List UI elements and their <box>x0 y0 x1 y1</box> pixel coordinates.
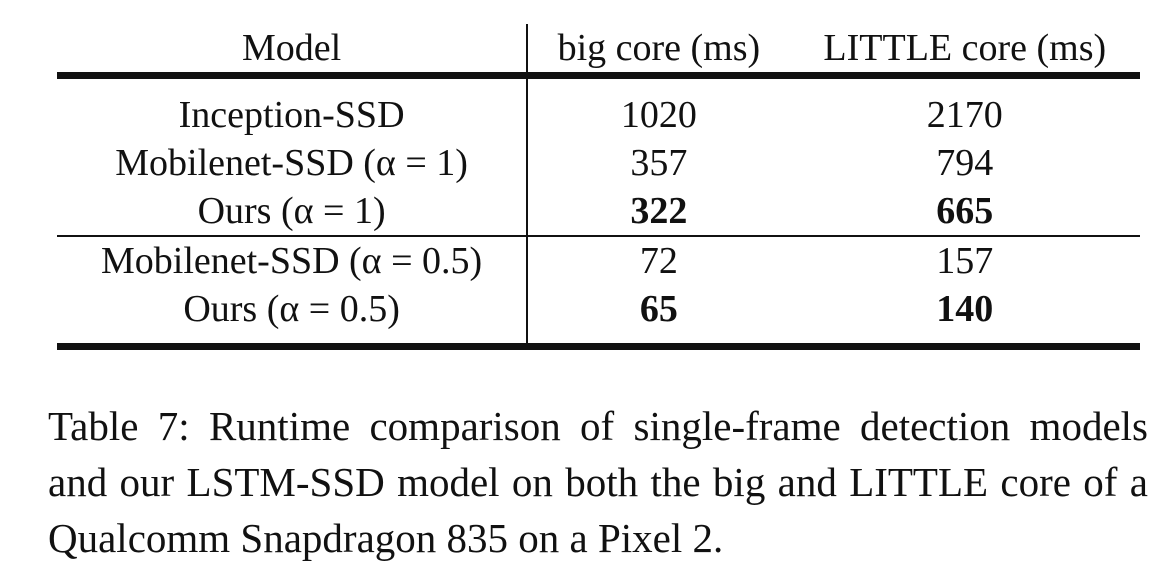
cell-model: Ours (α = 1) <box>57 187 529 236</box>
table-group-alpha-1: Inception-SSD 1020 2170 Mobilenet-SSD (α… <box>57 75 1140 236</box>
table-row: Ours (α = 0.5) 65 140 <box>57 285 1140 347</box>
table-caption: Table 7: Runtime comparison of single-fr… <box>48 403 1148 561</box>
cell-little-core: 665 <box>936 190 994 232</box>
results-table-container: Model big core (ms) LITTLE core (ms) Inc… <box>57 24 1140 350</box>
cell-big-core: 357 <box>630 142 688 184</box>
cell-little-core: 2170 <box>926 94 1003 136</box>
header-little-core: LITTLE core (ms) <box>823 27 1107 69</box>
table-row: Mobilenet-SSD (α = 0.5) 72 157 <box>57 236 1140 285</box>
cell-model: Mobilenet-SSD (α = 0.5) <box>57 236 529 285</box>
table-header-row: Model big core (ms) LITTLE core (ms) <box>57 24 1140 76</box>
header-model: Model <box>57 24 529 76</box>
cell-little-core: 794 <box>936 142 994 184</box>
table-row: Mobilenet-SSD (α = 1) 357 794 <box>57 139 1140 187</box>
cell-little-core: 157 <box>936 240 994 282</box>
table-group-alpha-half: Mobilenet-SSD (α = 0.5) 72 157 Ours (α =… <box>57 236 1140 347</box>
runtime-table: Model big core (ms) LITTLE core (ms) Inc… <box>57 24 1140 350</box>
cell-big-core: 72 <box>639 240 678 282</box>
cell-model: Mobilenet-SSD (α = 1) <box>57 139 529 187</box>
table-row: Ours (α = 1) 322 665 <box>57 187 1140 236</box>
cell-model: Inception-SSD <box>57 75 529 139</box>
cell-model: Ours (α = 0.5) <box>57 285 529 347</box>
header-big-core: big core (ms) <box>557 27 761 69</box>
cell-big-core: 322 <box>630 190 688 232</box>
cell-big-core: 1020 <box>620 94 697 136</box>
cell-big-core: 65 <box>639 288 678 330</box>
table-row: Inception-SSD 1020 2170 <box>57 75 1140 139</box>
cell-little-core: 140 <box>936 288 994 330</box>
